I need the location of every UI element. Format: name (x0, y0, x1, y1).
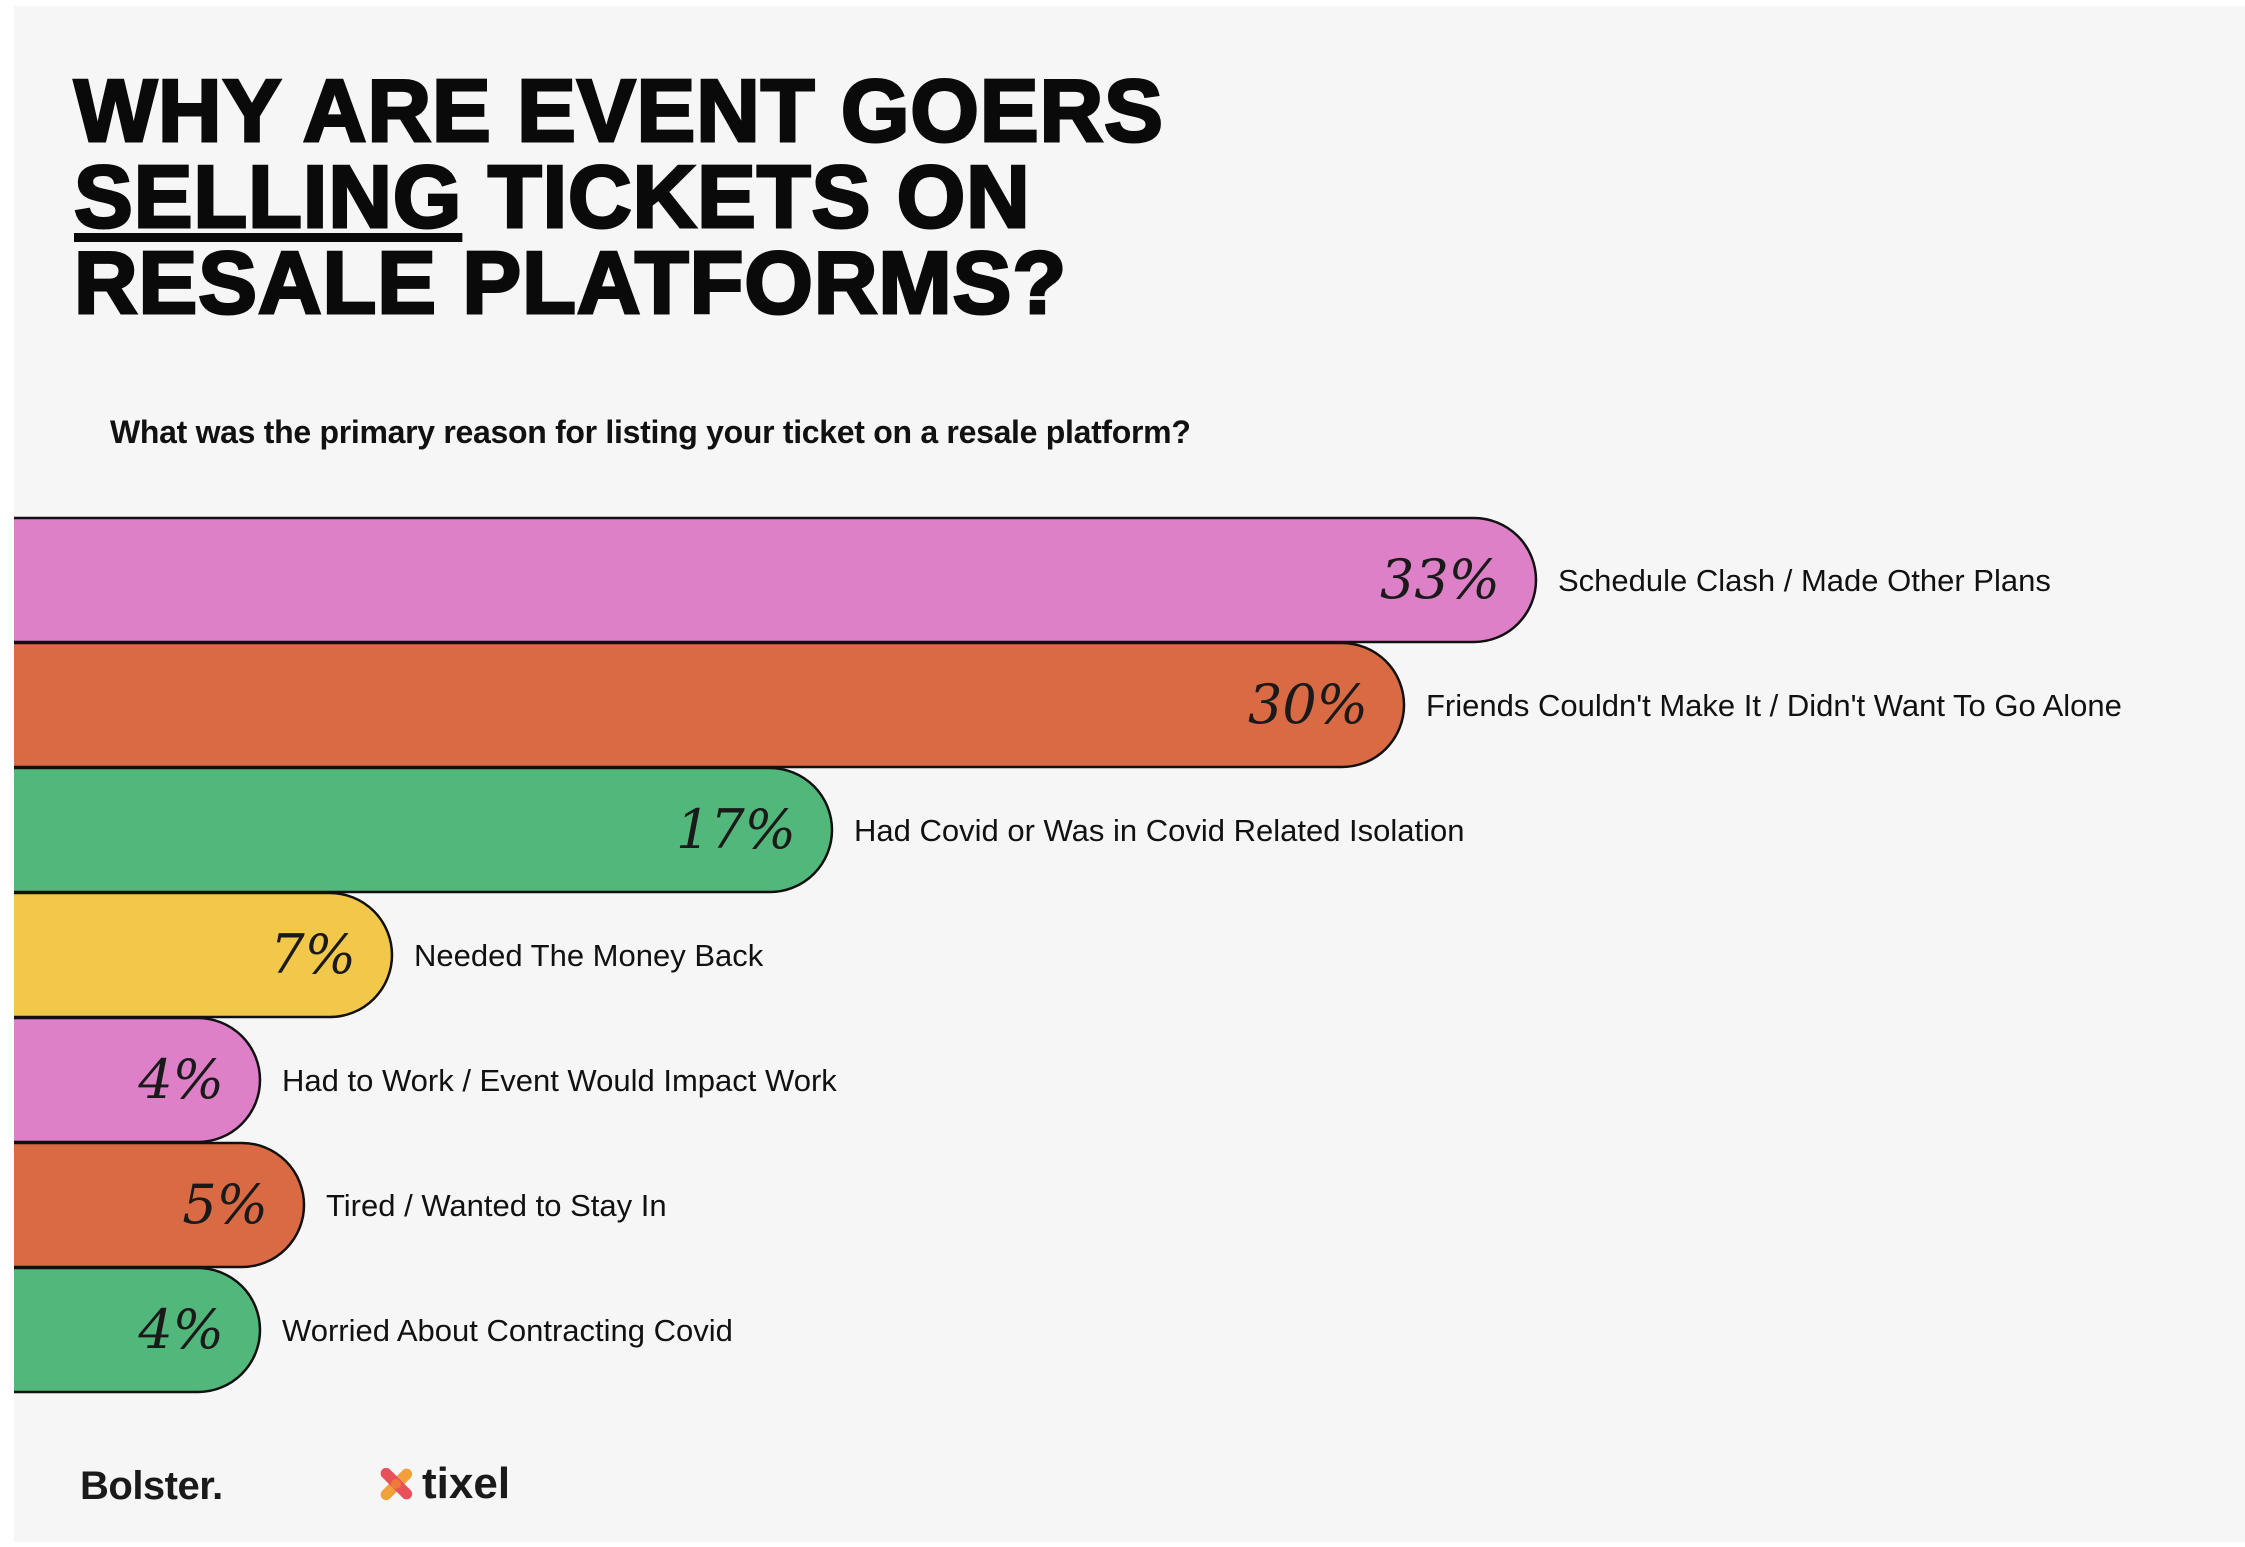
bar-value-label: 4% (137, 1048, 224, 1111)
bolster-logo: Bolster. (80, 1464, 223, 1508)
tixel-logo: tixel (374, 1459, 510, 1509)
tixel-logo-text: tixel (422, 1459, 511, 1508)
bar-group: 5% Tired / Wanted to Stay In (14, 1141, 667, 1269)
bar-group: 7% Needed The Money Back (14, 891, 764, 1019)
title-line-2-rest: TICKETS ON (486, 147, 1031, 246)
bar (14, 891, 394, 1019)
bar-value-label: 17% (676, 798, 796, 861)
bar-category-label: Had to Work / Event Would Impact Work (282, 1063, 837, 1098)
bar-group: 4% Worried About Contracting Covid (14, 1266, 733, 1394)
page-title: WHY ARE EVENT GOERS SELLING TICKETS ON R… (72, 61, 1574, 332)
bar-chart: 33% Schedule Clash / Made Other Plans 30% F… (14, 516, 2122, 1394)
bar-category-label: Schedule Clash / Made Other Plans (1558, 563, 2051, 598)
bar-value-label: 33% (1380, 548, 1500, 611)
title-line-1: WHY ARE EVENT GOERS (73, 61, 1165, 160)
chart-canvas: WHY ARE EVENT GOERS SELLING TICKETS ON R… (14, 6, 2245, 1542)
bar-value-label: 5% (182, 1173, 268, 1236)
bar-category-label: Tired / Wanted to Stay In (326, 1188, 667, 1223)
title-underlined-word: SELLING (72, 147, 463, 246)
bar-category-label: Friends Couldn't Make It / Didn't Want T… (1426, 688, 2122, 723)
bar (14, 641, 1406, 769)
bar (14, 1141, 306, 1269)
bar (14, 1266, 262, 1394)
bar-value-label: 7% (270, 923, 356, 986)
bar (14, 516, 1538, 644)
bar (14, 1016, 262, 1144)
bar-group: 4% Had to Work / Event Would Impact Work (14, 1016, 837, 1144)
bar-category-label: Worried About Contracting Covid (282, 1313, 733, 1348)
bar-group: 33% Schedule Clash / Made Other Plans (14, 516, 2051, 644)
bar (14, 766, 834, 894)
bar-category-label: Had Covid or Was in Covid Related Isolat… (854, 813, 1465, 848)
chart-subtitle: What was the primary reason for listing … (110, 414, 1191, 450)
bar-group: 30% Friends Couldn't Make It / Didn't Wan… (14, 641, 2122, 769)
tixel-x-icon (380, 1467, 413, 1501)
bar-value-label: 4% (137, 1298, 224, 1361)
title-line-2: SELLING TICKETS ON (72, 151, 1574, 242)
bar-category-label: Needed The Money Back (414, 938, 764, 973)
bar-group: 17% Had Covid or Was in Covid Related Iso… (14, 766, 1465, 894)
title-line-3: RESALE PLATFORMS? (73, 233, 1068, 332)
bar-value-label: 30% (1248, 673, 1368, 736)
